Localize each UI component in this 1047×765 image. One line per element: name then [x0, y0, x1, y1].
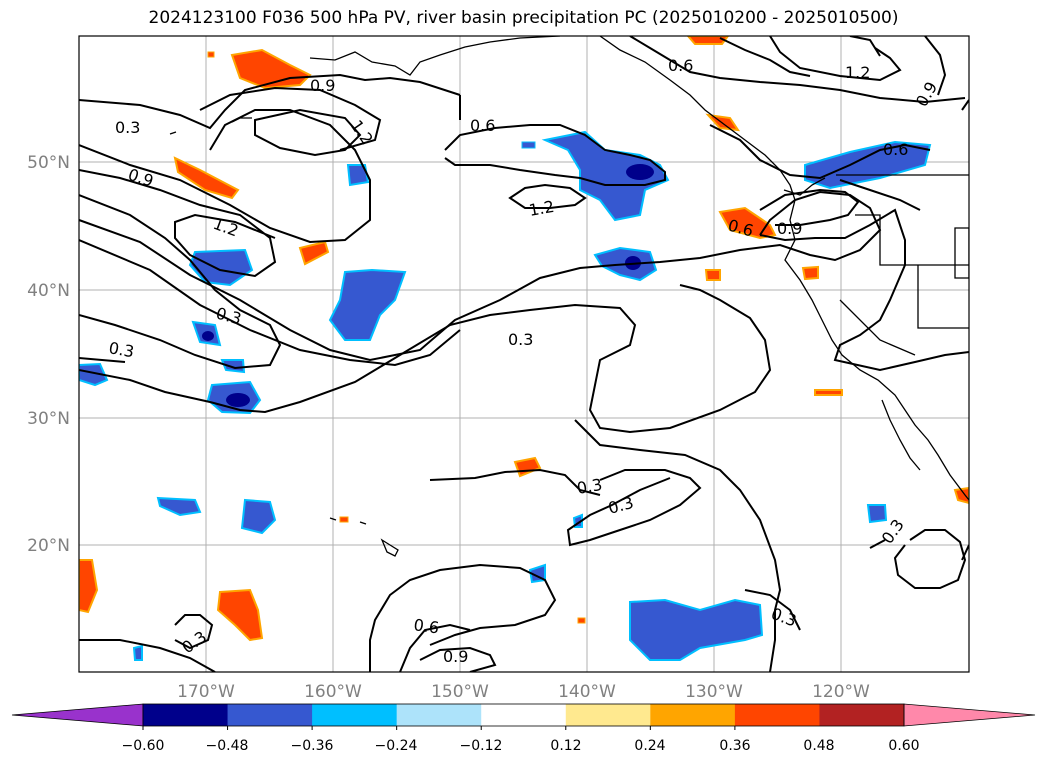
- contour-label: 0.3: [508, 330, 533, 349]
- colorbar-tick-label: −0.24: [375, 738, 418, 754]
- contour-label: 0.3: [115, 118, 140, 137]
- colorbar-tick-label: −0.12: [460, 738, 503, 754]
- colorbar-segment: [819, 704, 905, 726]
- contour-label: 1.2: [527, 197, 555, 220]
- pv-contours: [79, 36, 969, 672]
- contour-label: 0.6: [470, 116, 495, 135]
- lat-label-30n: 30°N: [27, 409, 70, 429]
- lon-label-160w: 160°W: [304, 682, 362, 702]
- lon-label-140w: 140°W: [558, 682, 616, 702]
- lat-label-20n: 20°N: [27, 536, 70, 556]
- colorbar: [11, 703, 1036, 730]
- coastlines: [169, 36, 969, 557]
- colorbar-segment: [143, 704, 229, 726]
- positive-anomaly-areas: [79, 36, 969, 642]
- colorbar-tick-label: 0.60: [888, 738, 919, 754]
- colorbar-segment: [565, 704, 651, 726]
- colorbar-tick-label: 0.24: [634, 738, 665, 754]
- contour-label: 0.9: [777, 219, 802, 238]
- lon-label-170w: 170°W: [177, 682, 235, 702]
- colorbar-segment: [650, 704, 736, 726]
- colorbar-extend-low: [11, 703, 144, 727]
- colorbar-segment: [227, 704, 313, 726]
- colorbar-tick-label: 0.48: [803, 738, 834, 754]
- colorbar-segment: [396, 704, 482, 726]
- colorbar-outline: [142, 703, 905, 727]
- lat-label-40n: 40°N: [27, 281, 70, 301]
- colorbar-tick-label: −0.36: [291, 738, 334, 754]
- contour-label: 0.9: [310, 76, 335, 95]
- colorbar-tick-label: 0.36: [719, 738, 750, 754]
- colorbar-tick-labels: −0.60 −0.48 −0.36 −0.24 −0.12 0.12 0.24 …: [122, 738, 920, 754]
- latitude-labels: 50°N 40°N 30°N 20°N: [27, 153, 70, 556]
- colorbar-tick-label: 0.12: [550, 738, 581, 754]
- colorbar-segment: [734, 704, 820, 726]
- lat-label-50n: 50°N: [27, 153, 70, 173]
- lon-label-150w: 150°W: [431, 682, 489, 702]
- longitude-labels: 170°W 160°W 150°W 140°W 130°W 120°W: [177, 682, 870, 702]
- colorbar-tick-label: −0.48: [206, 738, 249, 754]
- contour-label: 1.2: [845, 63, 870, 82]
- lon-label-130w: 130°W: [685, 682, 743, 702]
- colorbar-tick-label: −0.60: [122, 738, 165, 754]
- contour-label: 0.6: [668, 56, 693, 75]
- contour-label: 0.6: [412, 615, 440, 637]
- map-background: [79, 36, 969, 672]
- negative-anomaly-areas: [79, 130, 932, 661]
- lon-label-120w: 120°W: [812, 682, 870, 702]
- colorbar-segment: [481, 704, 567, 726]
- contour-label: 0.6: [883, 140, 908, 159]
- contour-label: 0.3: [107, 338, 135, 361]
- colorbar-segment: [312, 704, 398, 726]
- chart-title: 2024123100 F036 500 hPa PV, river basin …: [148, 8, 899, 28]
- contour-label: 0.9: [443, 647, 468, 666]
- contour-label: 0.3: [575, 475, 603, 498]
- colorbar-extend-high: [903, 703, 1036, 727]
- map-frame: [78, 35, 970, 673]
